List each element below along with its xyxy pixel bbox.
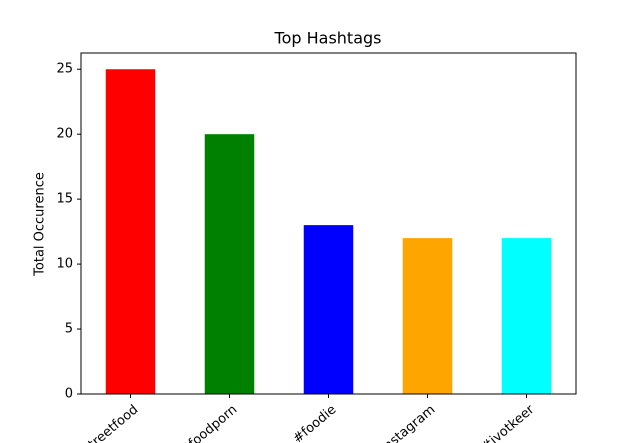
- chart-title: Top Hashtags: [274, 29, 382, 48]
- bar: [303, 225, 354, 394]
- y-tick-label: 20: [56, 127, 73, 142]
- y-tick-label: 15: [56, 192, 73, 207]
- y-axis-label: Total Occurence: [33, 172, 48, 277]
- bar: [105, 69, 156, 394]
- bar: [402, 238, 453, 394]
- y-tick-label: 10: [56, 257, 73, 272]
- y-tick-label: 5: [65, 322, 73, 337]
- plot-frame: [80, 52, 577, 395]
- bar: [501, 238, 552, 394]
- y-tick-label: 0: [65, 387, 73, 402]
- y-tick-label: 25: [56, 62, 73, 77]
- bar: [204, 134, 255, 394]
